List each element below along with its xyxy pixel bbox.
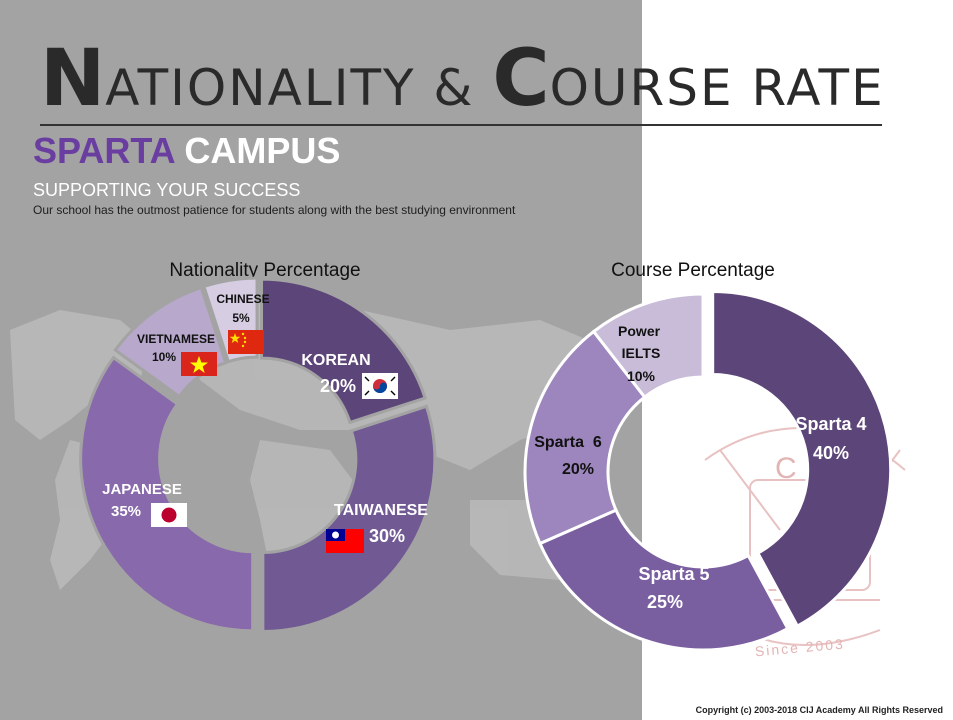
nationality-slice-korean [260, 277, 427, 425]
description: Our school has the outmost patience for … [33, 203, 516, 217]
subtitle-campus: CAMPUS [184, 130, 341, 171]
course-label-sparta5: Sparta 5 [638, 564, 709, 584]
vietnam-flag-icon [181, 352, 217, 376]
title-underline [40, 124, 882, 126]
japan-flag-icon [151, 503, 187, 527]
course-label-sparta6: Sparta 6 [534, 434, 602, 451]
nat-value-korean: 20% [320, 376, 356, 396]
course-slice-sparta-5 [538, 508, 790, 652]
course-label-ielts: IELTS [622, 345, 661, 361]
nat-value-chinese: 5% [232, 311, 250, 325]
nat-label-korean: KOREAN [301, 352, 370, 369]
subtitle-sparta: SPARTA [33, 130, 175, 171]
course-value-power-ielts: 10% [627, 368, 656, 384]
course-label-sparta4: Sparta 4 [795, 414, 866, 434]
course-label-power: Power [618, 323, 661, 339]
course-slice-power-ielts [591, 292, 705, 400]
copyright: Copyright (c) 2003-2018 CIJ Academy All … [695, 705, 943, 715]
course-label-power-ielts: Power IELTS [618, 323, 664, 361]
course-slice-sparta-6 [523, 329, 647, 546]
nationality-slice-taiwanese [261, 404, 437, 634]
nat-label-taiwanese: TAIWANESE [334, 502, 428, 519]
nat-label-vietnamese: VIETNAMESE [137, 332, 215, 346]
nationality-slice-japanese [79, 355, 255, 633]
nat-value-vietnamese: 10% [152, 350, 176, 364]
campus-subtitle: SPARTA CAMPUS [33, 130, 340, 172]
course-value-sparta5: 25% [647, 592, 683, 612]
emblem-letter: C [775, 452, 797, 485]
china-flag-icon [228, 330, 264, 354]
emblem-since-text: Since 2003 [754, 636, 845, 660]
course-chart-title: Course Percentage [611, 260, 775, 281]
title-cap-1: N [40, 34, 106, 124]
page-title: NATIONALITY & COURSE RATE [40, 40, 885, 127]
course-slice-sparta-4 [711, 290, 893, 629]
nat-label-japanese: JAPANESE [102, 481, 182, 498]
nat-value-japanese: 35% [111, 503, 141, 520]
nat-value-taiwanese: 30% [369, 526, 405, 546]
nat-label-chinese: CHINESE [216, 292, 269, 306]
course-value-sparta4: 40% [813, 443, 849, 463]
nationality-chart-title: Nationality Percentage [169, 260, 360, 281]
title-rest-1: ATIONALITY & [105, 59, 493, 117]
course-value-sparta6: 20% [562, 461, 594, 478]
taiwan-flag-icon [326, 529, 364, 553]
title-rest-2: OURSE RATE [549, 59, 885, 117]
title-cap-2: C [492, 34, 550, 124]
tagline: SUPPORTING YOUR SUCCESS [33, 180, 301, 200]
south-korea-flag-icon [362, 373, 398, 399]
